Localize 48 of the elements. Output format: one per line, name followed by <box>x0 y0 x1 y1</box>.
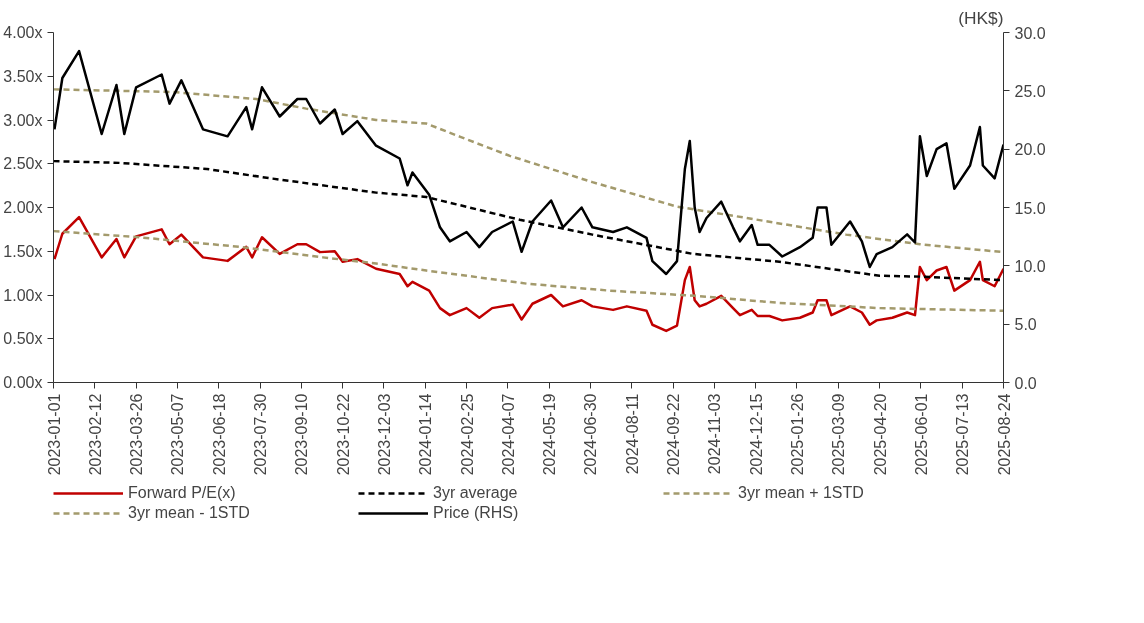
x-tick-label: 2025-08-24 <box>995 393 1013 476</box>
x-tick-label: 2025-04-20 <box>871 393 889 476</box>
line-series <box>53 229 1004 312</box>
legend-label: 3yr average <box>433 484 519 502</box>
x-tick-label: 2024-06-30 <box>582 393 600 476</box>
legend-label: 3yr mean + 1STD <box>738 484 865 502</box>
y-tick-label: 1.50x <box>3 242 43 260</box>
y-tick-label: 0.00x <box>3 374 43 391</box>
x-tick-label: 2024-04-07 <box>499 393 517 476</box>
x-tick-label: 2023-09-10 <box>293 393 311 476</box>
x-tick-label: 2025-01-26 <box>788 393 806 476</box>
x-tick-label: 2023-02-12 <box>86 393 104 476</box>
y2-tick-label: 25.0 <box>1014 82 1046 100</box>
y2-tick-label: 20.0 <box>1014 141 1046 159</box>
y2-tick-label: 5.0 <box>1014 316 1037 334</box>
y2-tick-label: 10.0 <box>1014 257 1046 275</box>
x-tick-label: 2024-12-15 <box>747 393 765 476</box>
line-series <box>53 215 1004 333</box>
y2-tick-label: 0.0 <box>1014 374 1037 392</box>
x-tick-label: 2023-10-22 <box>334 393 352 476</box>
x-tick-label: 2024-01-14 <box>417 393 435 476</box>
x-tick-label: 2023-03-26 <box>128 393 146 476</box>
x-tick-label: 2024-09-22 <box>665 393 683 476</box>
x-tick-label: 2024-05-19 <box>541 393 559 476</box>
x-tick-label: 2024-02-25 <box>458 393 476 476</box>
x-tick-label: 2023-06-18 <box>210 393 228 476</box>
y-tick-label: 3.00x <box>3 111 43 129</box>
x-tick-label: 2024-08-11 <box>623 393 641 475</box>
y-tick-label: 0.50x <box>3 330 43 348</box>
y2-axis-title: (HK$) <box>958 7 1004 28</box>
y-tick-label: 1.00x <box>3 286 43 304</box>
x-tick-label: 2025-07-13 <box>954 393 972 476</box>
y-tick-label: 2.50x <box>3 155 43 173</box>
legend-label: Price (RHS) <box>433 504 520 522</box>
x-tick-label: 2023-12-03 <box>375 393 393 476</box>
x-tick-label: 2025-06-01 <box>912 393 930 476</box>
x-tick-label: 2023-01-01 <box>45 393 63 476</box>
x-tick-label: 2023-05-07 <box>169 393 187 476</box>
y2-tick-label: 30.0 <box>1014 24 1046 42</box>
legend-label: Forward P/E(x) <box>128 484 237 502</box>
y-tick-label: 4.00x <box>3 24 43 41</box>
x-tick-label: 2023-07-30 <box>252 393 270 476</box>
x-tick-label: 2025-03-09 <box>830 393 848 476</box>
y-tick-label: 2.00x <box>3 199 43 216</box>
x-tick-label: 2024-11-03 <box>706 393 724 475</box>
y-tick-label: 3.50x <box>3 67 43 85</box>
legend-label: 3yr mean - 1STD <box>128 504 251 522</box>
y2-tick-label: 15.0 <box>1014 199 1046 217</box>
